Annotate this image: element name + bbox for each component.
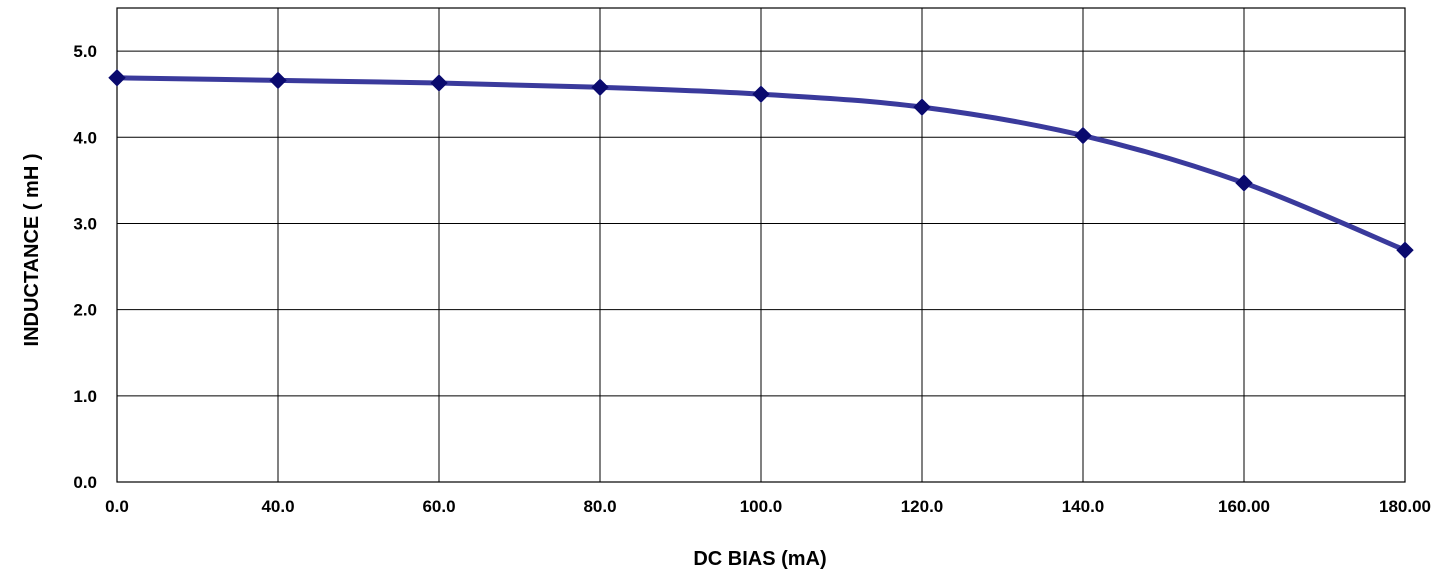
x-tick-label: 0.0	[105, 497, 129, 516]
y-tick-label: 5.0	[73, 42, 97, 61]
data-point-marker	[591, 78, 609, 96]
y-tick-label: 0.0	[73, 473, 97, 492]
data-point-marker	[1396, 241, 1414, 259]
x-tick-labels: 0.0 40.0 60.0 80.0 100.0 120.0 140.0 160.00 180.…	[105, 497, 1431, 516]
data-point-marker	[752, 85, 770, 103]
x-tick-label: 60.0	[422, 497, 455, 516]
data-point-marker	[1074, 126, 1092, 145]
x-tick-label: 140.0	[1062, 497, 1105, 516]
x-tick-label: 180.00	[1379, 497, 1431, 516]
x-tick-label: 160.00	[1218, 497, 1270, 516]
y-tick-label: 4.0	[73, 128, 97, 147]
x-tick-label: 120.0	[901, 497, 944, 516]
x-axis-title: DC BIAS (mA)	[693, 548, 826, 570]
data-point-marker	[430, 74, 448, 92]
y-tick-label: 2.0	[73, 301, 97, 320]
y-axis-title: INDUCTANCE ( mH )	[21, 154, 43, 347]
data-point-marker	[1235, 174, 1253, 192]
data-point-marker	[913, 98, 931, 116]
series-markers	[108, 69, 1414, 259]
x-tick-label: 80.0	[583, 497, 616, 516]
data-point-marker	[269, 71, 287, 90]
y-tick-label: 1.0	[73, 387, 97, 406]
x-tick-label: 100.0	[740, 497, 783, 516]
data-point-marker	[108, 69, 126, 87]
y-tick-label: 3.0	[73, 214, 97, 233]
x-tick-label: 40.0	[261, 497, 294, 516]
y-tick-labels: 0.0 1.0 2.0 3.0 4.0 5.0	[73, 42, 97, 492]
